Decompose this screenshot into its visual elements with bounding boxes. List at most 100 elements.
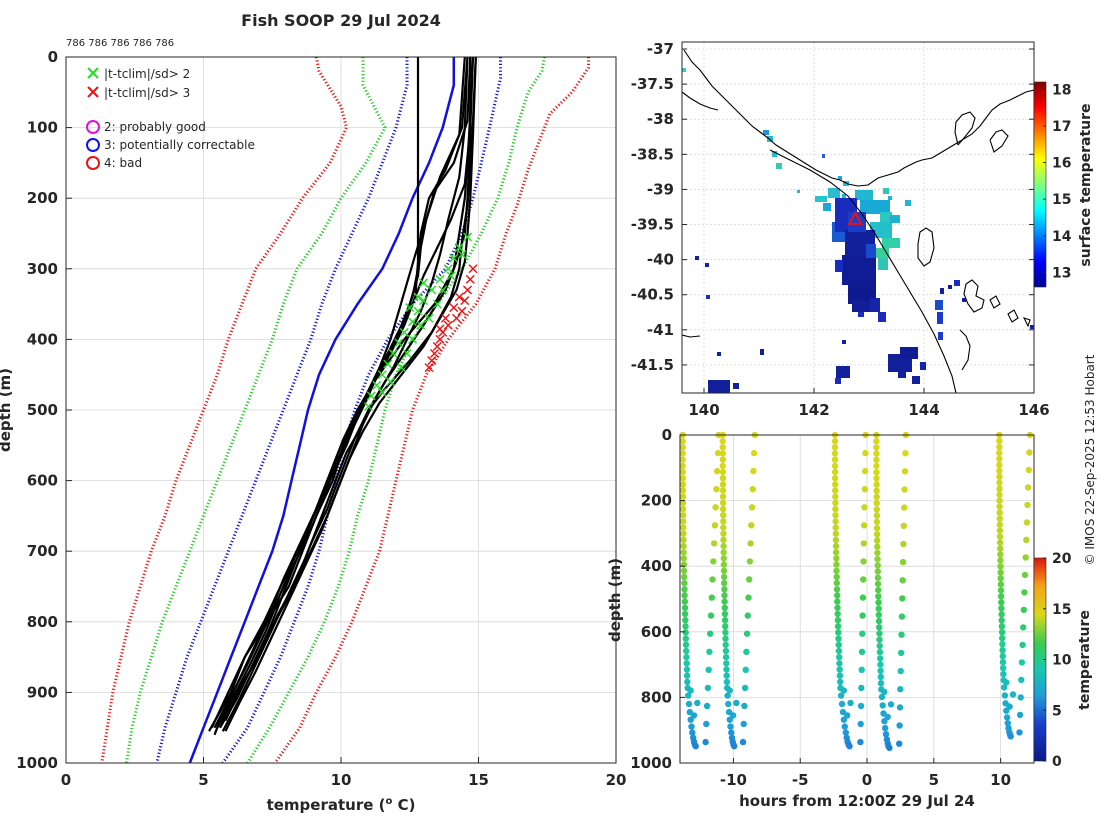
flag-stroke (443, 320, 453, 330)
sst-cell (776, 163, 782, 169)
cast-sample-point (1000, 684, 1008, 691)
cast-sample-point (896, 722, 903, 729)
cast-sample-point (876, 630, 883, 637)
cast-sample-point (1024, 484, 1032, 491)
cast-sample-point (861, 504, 868, 511)
cast-sample-point (877, 680, 885, 687)
cast-sample-point (860, 576, 867, 583)
cast-sample-point (726, 687, 733, 694)
depth-time-ticks: -10 -5 0 5 10 0 200 400 600 800 1000 (630, 426, 1011, 789)
legend-label-bad: 4: bad (104, 156, 142, 170)
cast-sample-point (679, 456, 686, 463)
legend-item-2sd: |t-tclim|/sd> 2 (87, 67, 190, 81)
cast-sample-point (834, 610, 841, 618)
profile-xtick-label: 15 (468, 771, 489, 789)
flag-2sd-marker (377, 370, 387, 380)
cast-sample-point (722, 647, 730, 655)
flag-stroke (427, 356, 437, 366)
cast-sample-point (710, 540, 718, 547)
sst-cell (695, 256, 699, 260)
profile-ytick-label: 800 (27, 613, 58, 631)
cast-sample-point (832, 493, 839, 500)
flag-3sd-marker (435, 334, 445, 344)
cast-sample-point (721, 610, 729, 618)
map-ytick-label: -37 (647, 40, 674, 58)
cast-sample-point (998, 611, 1005, 618)
cast-sample-point (1020, 606, 1027, 614)
flag-2sd-marker (435, 274, 445, 284)
cast-sample-point (683, 660, 690, 667)
cast-sample-point (1000, 670, 1007, 678)
cast-sample-point (1003, 679, 1010, 686)
profile-legend: |t-tclim|/sd> 2 |t-tclim|/sd> 3 2: proba… (86, 67, 255, 170)
flag-3sd-marker (452, 313, 461, 323)
cast-sample-point (1007, 733, 1014, 740)
cast-sample-point (831, 456, 839, 463)
cast-sample-point (720, 536, 727, 544)
cast-sample-point (875, 599, 882, 606)
legend-item-probably-good: 2: probably good (86, 120, 206, 134)
sst-cell (852, 300, 870, 312)
sst-cell (705, 263, 709, 267)
cast-sample-point (901, 486, 908, 493)
flag-3sd-marker (449, 303, 459, 313)
temperature-colorbar-ticks: 0 5 10 15 20 (1043, 551, 1072, 770)
sst-cell (898, 372, 906, 378)
flag-stroke (454, 292, 464, 302)
temperature-profile-p6 (210, 57, 469, 729)
flag-stroke (405, 303, 415, 313)
sst-cell (920, 362, 926, 370)
flag-stroke (419, 278, 428, 288)
cast-sample-point (873, 531, 881, 538)
sst-colorbar-tick-label: 16 (1052, 156, 1071, 172)
cast-sample-point (727, 723, 734, 730)
cast-sample-point (899, 558, 907, 566)
cast-sample-point (1009, 691, 1017, 698)
cast-sample-point (882, 731, 890, 738)
cast-sample-point (709, 576, 716, 583)
cast-sample-point (1000, 664, 1007, 672)
sst-cell (717, 352, 721, 356)
profile-title: Fish SOOP 29 Jul 2024 (241, 11, 441, 30)
cast-sample-point (831, 438, 839, 445)
flag-3sd-marker (432, 341, 442, 351)
cast-sample-point (832, 542, 840, 550)
cast-sample-point (902, 450, 909, 457)
flag-stroke (386, 377, 395, 387)
map-xtick-label: 144 (908, 401, 939, 419)
flinders-island (963, 279, 985, 313)
cast-sample-point (873, 469, 880, 476)
cast-sample-point (837, 678, 844, 686)
cast-sample-point (874, 555, 881, 563)
legend-x-marker-green (87, 67, 99, 79)
cast-sample-point (998, 599, 1005, 606)
cast-sample-point (680, 524, 687, 531)
cast-sample-point (996, 461, 1003, 469)
cast-sample-point (679, 487, 687, 494)
map-xtick-label: 142 (798, 401, 829, 419)
flag-stroke (413, 292, 423, 302)
cast-sample-point (679, 468, 686, 476)
flag-2sd-marker (372, 380, 382, 390)
profile-xtick-label: 0 (61, 771, 71, 789)
cast-sample-point (873, 518, 881, 526)
sst-cell (835, 260, 843, 272)
sst-cell (866, 244, 876, 258)
sst-cell (823, 203, 831, 211)
legend-item-3sd: |t-tclim|/sd> 3 (87, 86, 190, 100)
cast-sample-point (688, 723, 695, 730)
flag-3sd-marker (468, 264, 478, 274)
cast-sample-point (862, 449, 869, 457)
flag-stroke (468, 264, 478, 274)
flag-stroke (383, 359, 393, 369)
flag-stroke (419, 296, 428, 306)
cast-sample-point (873, 524, 881, 532)
map-ytick-label: -40 (647, 251, 674, 269)
cast-sample-point (729, 712, 737, 719)
cast-sample-point (719, 493, 727, 500)
flag-2sd-marker (394, 338, 404, 348)
cast-sample-point (875, 611, 882, 619)
cast-sample-point (900, 540, 907, 548)
cast-sample-point (680, 536, 687, 544)
cast-sample-point (834, 592, 841, 599)
